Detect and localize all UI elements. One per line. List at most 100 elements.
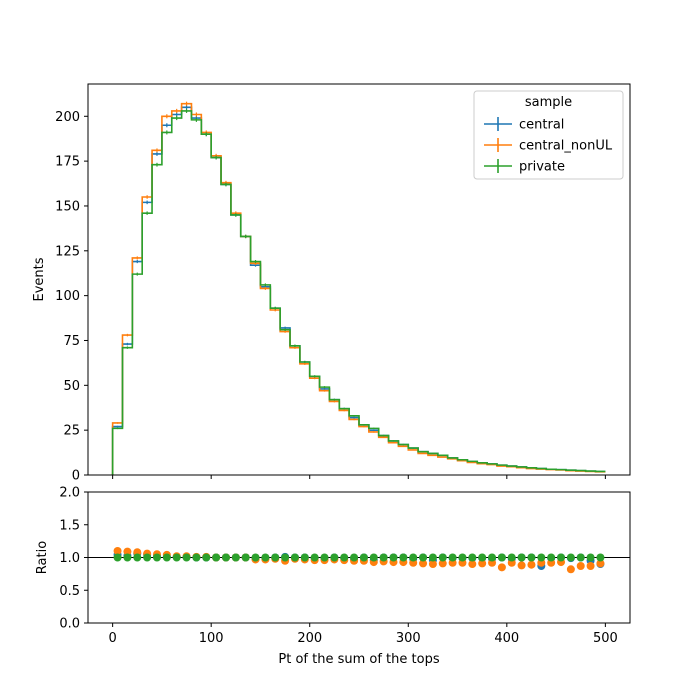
ratio-point-central-nonUL — [566, 565, 575, 574]
ratio-point-central-nonUL — [576, 562, 585, 571]
ratio-point-private — [271, 553, 280, 562]
main-y-tick-label: 125 — [55, 244, 80, 259]
legend-label-central-nonUL: central_nonUL — [519, 139, 613, 154]
ratio-point-private — [241, 553, 250, 562]
ratio-point-private — [596, 553, 605, 562]
legend-box — [473, 90, 624, 180]
ratio-y-tick-label: 1.0 — [59, 551, 80, 566]
ratio-y-tick-label: 1.5 — [59, 518, 80, 533]
ratio-y-tick-label: 2.0 — [59, 486, 80, 501]
ratio-point-private — [133, 553, 142, 562]
ratio-point-private — [488, 553, 497, 562]
ratio-point-private — [172, 553, 181, 562]
ratio-point-private — [527, 553, 536, 562]
main-y-axis-label: Events — [32, 257, 47, 301]
ratio-point-private — [350, 553, 359, 562]
ratio-point-private — [497, 553, 506, 562]
main-y-tick-label: 50 — [63, 379, 80, 394]
ratio-point-private — [478, 553, 487, 562]
ratio-point-private — [202, 553, 211, 562]
ratio-point-private — [320, 553, 329, 562]
ratio-point-private — [300, 553, 309, 562]
x-tick-label: 100 — [199, 631, 224, 646]
ratio-point-private — [290, 553, 299, 562]
main-series-layer — [111, 101, 606, 475]
ratio-point-private — [143, 553, 152, 562]
ratio-point-private — [468, 553, 477, 562]
legend-title: sample — [525, 95, 572, 110]
ratio-point-private — [330, 553, 339, 562]
ratio-point-private — [369, 553, 378, 562]
ratio-point-private — [448, 553, 457, 562]
main-y-tick-label: 175 — [55, 155, 80, 170]
ratio-point-private — [389, 553, 398, 562]
ratio-point-central-nonUL — [596, 559, 605, 568]
ratio-y-tick-label: 0.5 — [59, 584, 80, 599]
ratio-point-central-nonUL — [113, 546, 122, 555]
ratio-point-private — [419, 553, 428, 562]
ratio-point-private — [123, 553, 132, 562]
ratio-point-private — [517, 553, 526, 562]
ratio-point-private — [359, 553, 368, 562]
ratio-point-private — [586, 553, 595, 562]
ratio-point-central-nonUL — [468, 560, 477, 569]
main-y-tick-label: 25 — [63, 424, 80, 439]
ratio-point-private — [192, 553, 201, 562]
ratio-point-private — [212, 553, 221, 562]
ratio-point-private — [399, 553, 408, 562]
ratio-point-private — [537, 553, 546, 562]
ratio-point-private — [251, 553, 260, 562]
ratio-x-ticks: 0 100 200 300 400 500 — [108, 623, 618, 646]
ratio-point-private — [221, 553, 230, 562]
ratio-point-central-nonUL — [123, 547, 132, 556]
ratio-point-private — [557, 553, 566, 562]
ratio-y-ticks: 0.0 0.5 1.0 1.5 2.0 — [59, 486, 88, 632]
legend-label-private: private — [519, 160, 565, 175]
ratio-point-private — [428, 553, 437, 562]
ratio-point-private — [507, 553, 516, 562]
main-y-tick-label: 200 — [55, 110, 80, 125]
ratio-point-central-nonUL — [527, 560, 536, 569]
ratio-point-private — [261, 553, 270, 562]
ratio-y-tick-label: 0.0 — [59, 617, 80, 632]
ratio-point-central-nonUL — [478, 559, 487, 568]
ratio-point-private — [547, 553, 556, 562]
ratio-point-central-nonUL — [438, 559, 447, 568]
x-tick-label: 400 — [494, 631, 519, 646]
x-tick-label: 500 — [593, 631, 618, 646]
ratio-point-private — [231, 553, 240, 562]
main-plot-frame — [87, 83, 631, 476]
ratio-point-private — [281, 553, 290, 562]
ratio-point-central-nonUL — [517, 561, 526, 570]
ratio-point-private — [458, 553, 467, 562]
x-tick-label: 0 — [108, 631, 116, 646]
main-y-ticks: 0 25 50 75 100 125 150 175 200 — [55, 110, 88, 484]
ratio-point-private — [379, 553, 388, 562]
ratio-series-layer — [113, 546, 605, 574]
ratio-point-central-nonUL — [419, 559, 428, 568]
ratio-point-central-nonUL — [428, 560, 437, 569]
main-y-tick-label: 150 — [55, 199, 80, 214]
ratio-y-axis-label: Ratio — [35, 541, 50, 574]
main-y-tick-label: 100 — [55, 289, 80, 304]
x-tick-label: 200 — [297, 631, 322, 646]
histogram-step-private — [111, 110, 606, 475]
ratio-point-central-nonUL — [497, 563, 506, 572]
main-x-ticks — [112, 475, 606, 479]
ratio-point-private — [113, 553, 122, 562]
ratio-point-private — [576, 553, 585, 562]
ratio-point-private — [162, 553, 171, 562]
ratio-point-central-nonUL — [586, 562, 595, 571]
ratio-point-private — [310, 553, 319, 562]
ratio-point-private — [340, 553, 349, 562]
ratio-point-private — [566, 553, 575, 562]
main-y-tick-label: 0 — [72, 469, 80, 484]
x-axis-label: Pt of the sum of the tops — [278, 652, 439, 667]
ratio-plot-frame — [87, 491, 631, 624]
main-plot-panel: 0 25 50 75 100 125 150 175 200 Events sample cen… — [32, 83, 631, 484]
legend-label-central: central — [519, 118, 564, 133]
ratio-point-private — [409, 553, 418, 562]
